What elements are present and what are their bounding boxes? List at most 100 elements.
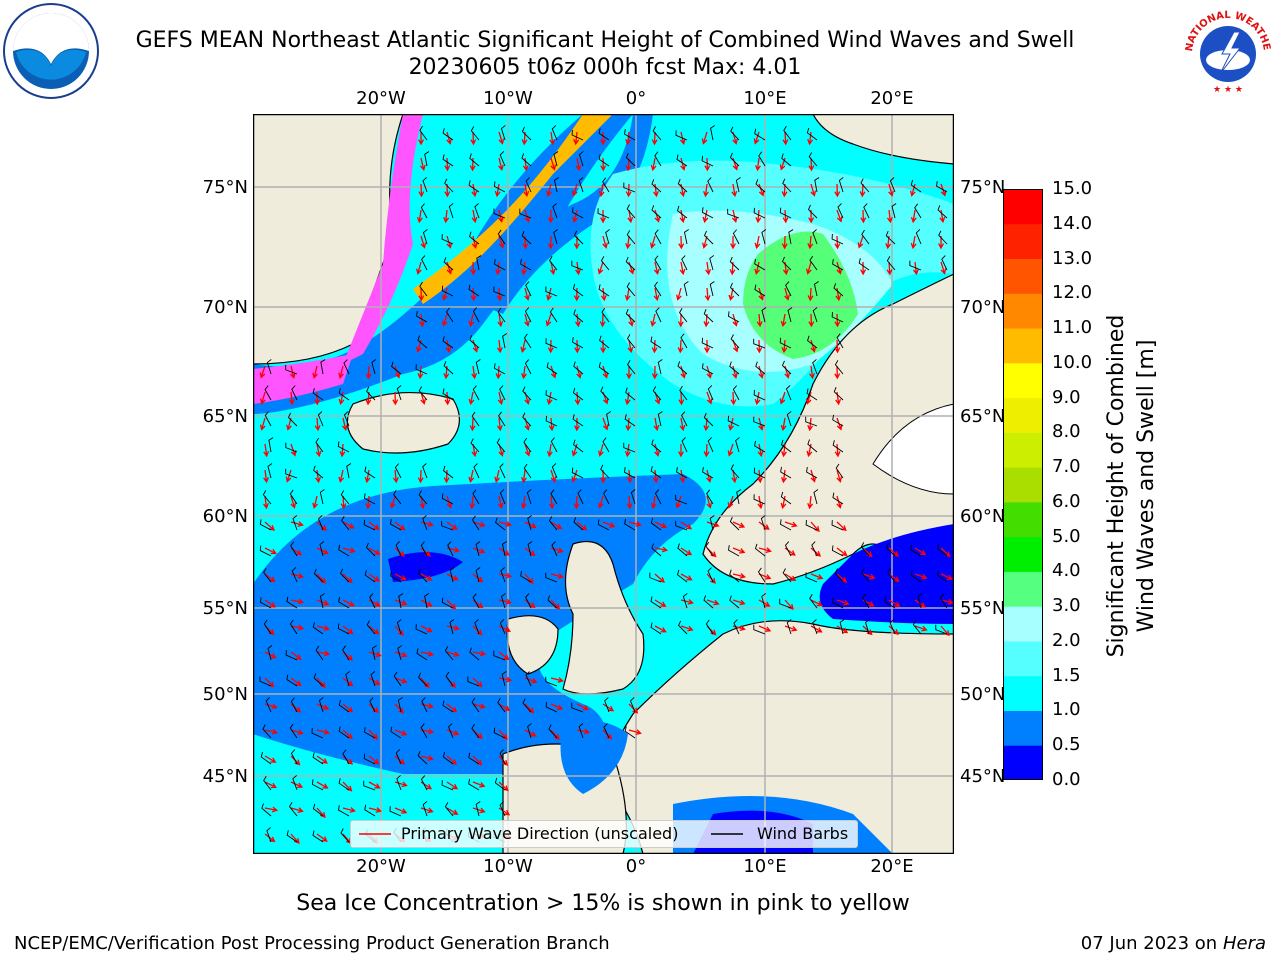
wind-barb xyxy=(735,437,740,453)
wave-direction-arrow xyxy=(264,521,275,531)
wind-barb xyxy=(467,676,480,687)
wind-barb xyxy=(472,385,480,401)
colorbar-tick: 6.0 xyxy=(1052,490,1081,512)
lat-tick-left: 55°N xyxy=(202,598,248,619)
wind-barb xyxy=(522,698,532,713)
wave-direction-arrow xyxy=(316,599,330,606)
wind-barb xyxy=(468,778,480,791)
land-svalbard xyxy=(812,114,954,165)
wave-direction-arrow xyxy=(312,365,319,379)
wind-barb xyxy=(785,281,792,297)
wind-barb xyxy=(519,208,532,219)
sea-ice xyxy=(413,114,613,304)
wind-barb xyxy=(941,255,948,271)
wave-direction-arrow xyxy=(600,339,607,354)
wave-direction-arrow xyxy=(446,261,453,275)
wind-barb xyxy=(525,281,532,297)
wind-barb xyxy=(260,752,272,765)
wind-barb xyxy=(735,177,741,193)
wind-barb xyxy=(343,411,350,427)
wave-direction-arrow xyxy=(290,443,297,457)
wind-barb xyxy=(390,570,402,583)
colorbar-segment xyxy=(1003,362,1043,399)
wave-direction-arrow xyxy=(472,807,486,814)
wind-barb xyxy=(861,567,870,583)
colorbar-segment xyxy=(1003,571,1043,607)
wind-barb xyxy=(624,518,636,531)
wind-barb xyxy=(886,256,896,271)
wave-direction-arrow xyxy=(288,391,295,406)
lat-tick-left: 60°N xyxy=(202,506,248,527)
wind-barb xyxy=(807,204,818,219)
wave-direction-arrow xyxy=(468,469,475,484)
wind-barb xyxy=(502,333,508,349)
wave-direction-arrow xyxy=(545,313,552,327)
wind-barb xyxy=(390,726,402,739)
wave-direction-arrow xyxy=(600,209,607,224)
wind-barb xyxy=(788,229,794,245)
wind-barb xyxy=(420,541,428,557)
wind-barb xyxy=(474,203,480,219)
wave-direction-arrow xyxy=(418,183,425,198)
wind-barb xyxy=(654,255,662,271)
wave-direction-arrow xyxy=(290,521,304,527)
wave-direction-arrow xyxy=(756,313,763,328)
wave-direction-arrow xyxy=(679,469,686,484)
wind-barb xyxy=(545,415,558,427)
wave-direction-arrow xyxy=(259,417,266,431)
wind-barb xyxy=(885,230,896,245)
wind-barb xyxy=(573,517,584,531)
wind-barb xyxy=(502,541,507,557)
wind-barb xyxy=(779,598,792,609)
wave-direction-arrow xyxy=(494,183,501,198)
wave-direction-arrow xyxy=(627,339,634,354)
wind-barb xyxy=(422,177,428,193)
wind-barb xyxy=(520,258,532,271)
wave-direction-arrow xyxy=(653,287,660,302)
wind-barb xyxy=(338,726,350,739)
wave-direction-arrow xyxy=(469,495,476,510)
land-britain xyxy=(562,540,645,695)
wave-zone-low xyxy=(453,114,653,314)
wind-barb xyxy=(421,255,428,271)
wave-direction-arrow xyxy=(574,339,581,354)
wave-direction-arrow xyxy=(392,391,399,406)
wind-barb xyxy=(493,181,506,193)
nws-logo: NATIONAL WEATHER SERVICE ★ ★ ★ xyxy=(1174,0,1278,100)
wind-barb xyxy=(551,463,558,479)
wave-direction-arrow xyxy=(888,599,901,607)
wave-direction-arrow xyxy=(264,728,279,735)
wind-barb xyxy=(342,645,350,661)
wind-barb xyxy=(779,519,792,531)
wind-barb xyxy=(472,307,480,323)
wave-direction-arrow xyxy=(678,235,685,250)
colorbar-segment xyxy=(1003,223,1043,260)
wave-direction-arrow xyxy=(498,598,513,605)
wave-direction-arrow xyxy=(834,339,841,354)
wave-direction-arrow xyxy=(628,521,642,527)
wind-barb xyxy=(418,490,428,505)
wind-barb xyxy=(675,494,688,505)
wind-barb xyxy=(729,361,740,375)
wind-barb xyxy=(684,229,689,245)
wave-direction-arrow xyxy=(576,365,582,379)
wave-direction-arrow xyxy=(654,599,667,607)
wind-barb xyxy=(525,671,532,687)
wind-barb xyxy=(707,385,714,401)
wind-barb xyxy=(443,361,454,375)
wave-direction-arrow xyxy=(784,547,796,556)
wind-barb xyxy=(812,619,818,635)
wind-barb xyxy=(863,203,870,219)
wind-barb xyxy=(887,567,896,583)
wave-direction-arrow xyxy=(888,183,894,197)
wave-direction-arrow xyxy=(264,703,278,710)
wave-direction-arrow xyxy=(443,209,450,224)
wave-direction-arrow xyxy=(781,235,788,250)
wave-direction-arrow xyxy=(600,131,606,146)
wind-barb xyxy=(679,308,688,323)
wind-barb xyxy=(267,645,273,661)
wave-direction-arrow xyxy=(365,365,372,380)
wave-direction-arrow xyxy=(780,417,787,432)
wind-barb xyxy=(498,411,506,427)
lon-tick-top: 20°W xyxy=(356,88,406,109)
